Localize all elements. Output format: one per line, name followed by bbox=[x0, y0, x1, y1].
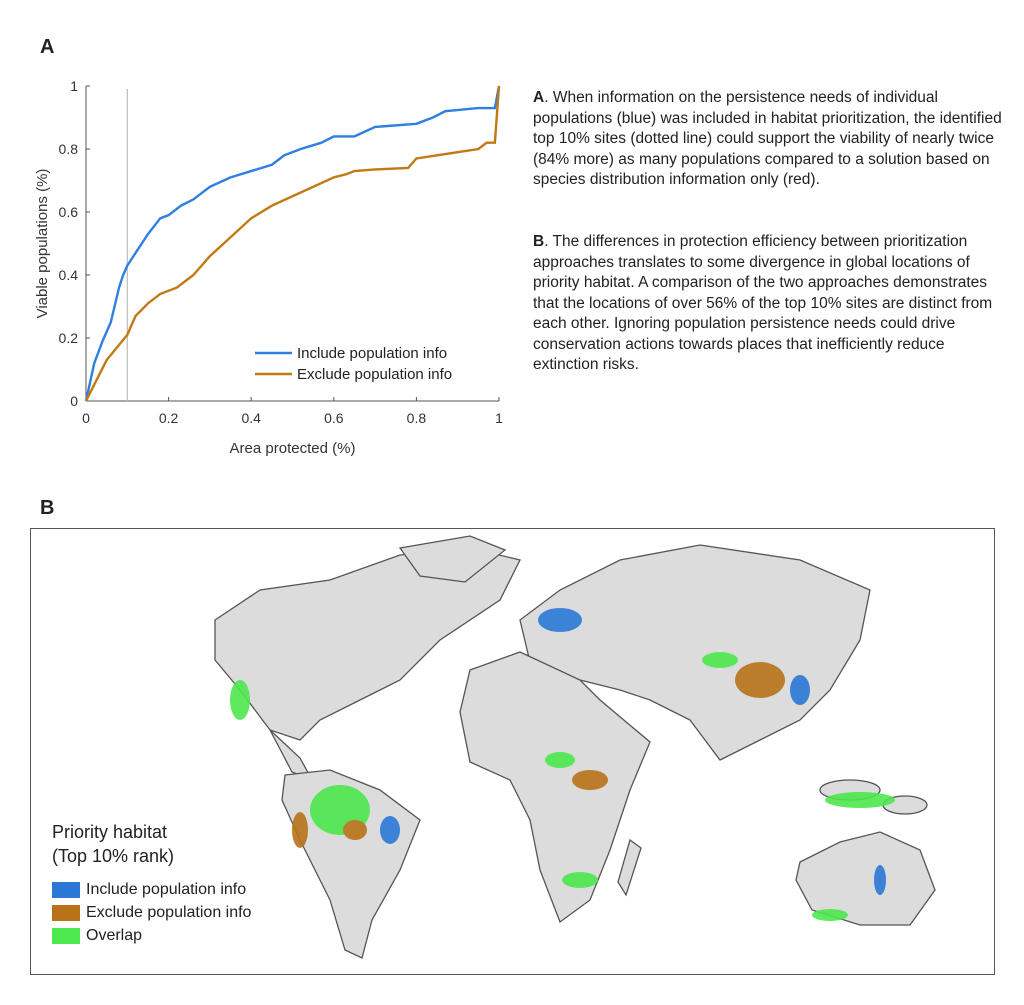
line-chart: 0 0.2 0.4 0.6 0.8 1 0 0.2 0.4 0.6 0.8 1 Area protect… bbox=[34, 78, 503, 457]
x-tick-label: 0.4 bbox=[241, 410, 261, 426]
legend-subtitle: (Top 10% rank) bbox=[52, 846, 175, 866]
x-tick-label: 1 bbox=[495, 410, 503, 426]
greenland bbox=[398, 535, 507, 583]
description-a: A. When information on the persistence n… bbox=[533, 88, 1003, 191]
north-america bbox=[214, 547, 521, 741]
desc-b-text: . The differences in protection efficien… bbox=[533, 233, 993, 373]
description-b: B. The differences in protection efficie… bbox=[533, 232, 1003, 376]
desc-a-label: A bbox=[533, 89, 545, 106]
y-axis-label: Viable populations (%) bbox=[34, 169, 51, 319]
y-tick-label: 0.6 bbox=[59, 204, 79, 220]
panel-b-label: B bbox=[40, 497, 55, 519]
eurasia bbox=[519, 544, 871, 761]
map-legend: Priority habitat (Top 10% rank) Include … bbox=[52, 820, 251, 947]
legend-swatch bbox=[52, 927, 80, 944]
panel-a-label: A bbox=[40, 36, 55, 58]
y-tick-label: 1 bbox=[70, 78, 78, 94]
legend-item-exclude: Exclude population info bbox=[52, 901, 251, 924]
legend-label: Overlap bbox=[86, 926, 143, 944]
x-tick-label: 0 bbox=[82, 410, 90, 426]
legend-label: Include population info bbox=[86, 880, 247, 898]
x-axis-label: Area protected (%) bbox=[230, 440, 356, 457]
africa bbox=[459, 651, 651, 924]
legend-item-overlap: Overlap bbox=[52, 924, 251, 947]
legend-swatch bbox=[52, 904, 80, 921]
y-tick-label: 0.8 bbox=[59, 141, 79, 157]
legend-label: Exclude population info bbox=[86, 903, 252, 921]
map-svg bbox=[214, 535, 936, 959]
legend-label: Include population info bbox=[297, 345, 447, 362]
series-line-exclude bbox=[84, 85, 501, 402]
australia bbox=[795, 831, 936, 926]
madagascar bbox=[617, 838, 642, 897]
legend-item-include: Include population info bbox=[52, 878, 251, 901]
world-map bbox=[30, 528, 995, 975]
x-tick-label: 0.2 bbox=[159, 410, 179, 426]
legend-label: Exclude population info bbox=[297, 366, 452, 383]
x-tick-label: 0.8 bbox=[407, 410, 427, 426]
x-tick-label: 0.6 bbox=[324, 410, 344, 426]
y-tick-label: 0.2 bbox=[59, 330, 79, 346]
y-tick-label: 0.4 bbox=[59, 267, 79, 283]
legend-title: Priority habitat bbox=[52, 822, 168, 842]
legend-swatch bbox=[52, 881, 80, 898]
series-line-include bbox=[84, 85, 501, 402]
desc-b-label: B bbox=[533, 233, 545, 250]
desc-a-text: . When information on the persistence ne… bbox=[533, 89, 1002, 188]
y-tick-label: 0 bbox=[70, 393, 78, 409]
